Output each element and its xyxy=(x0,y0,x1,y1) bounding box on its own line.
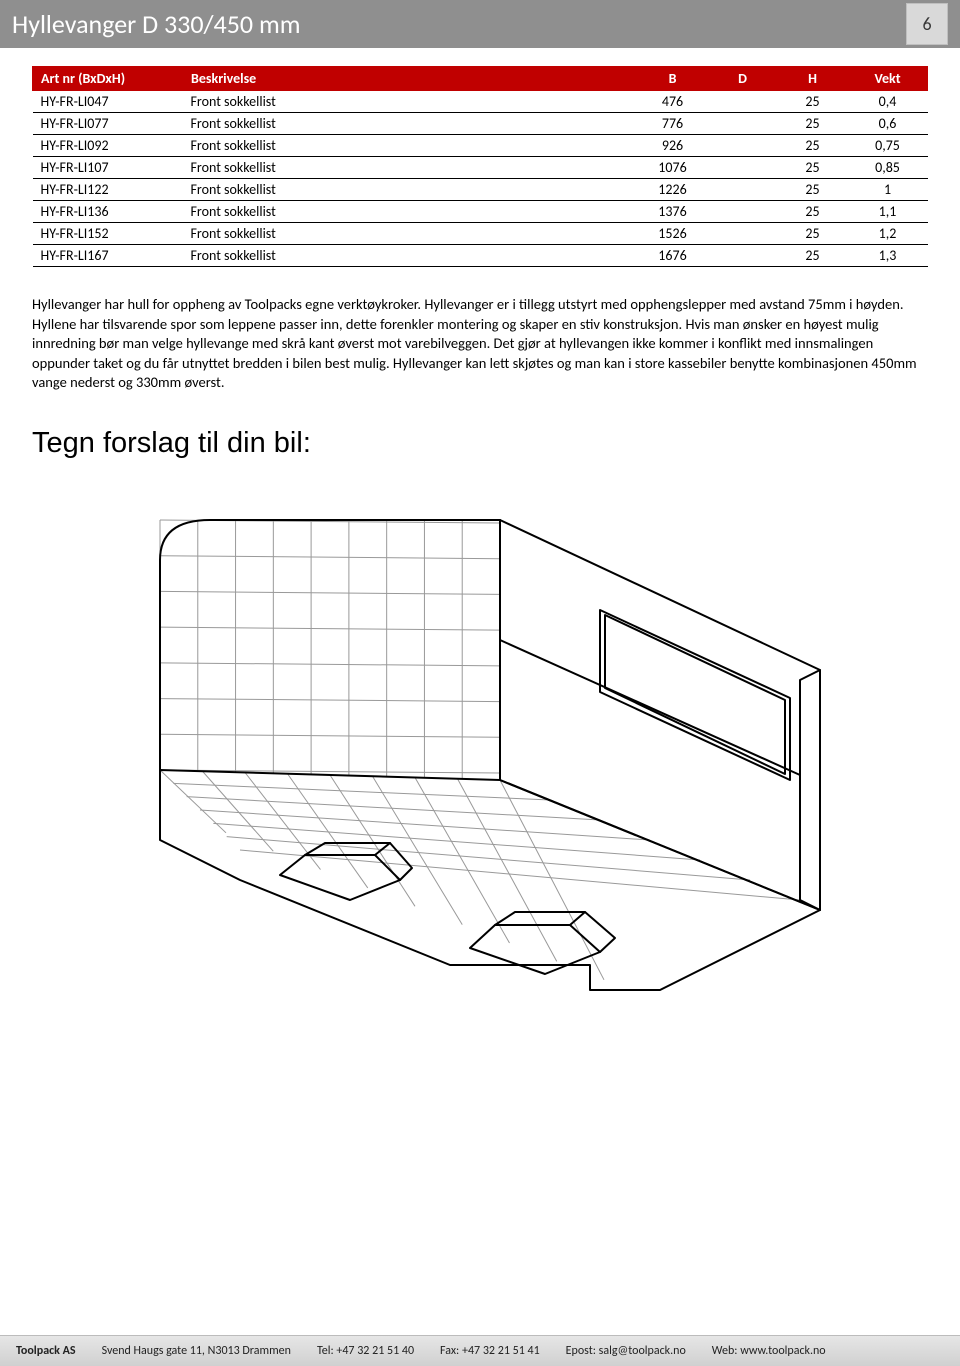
th-h: H xyxy=(778,67,848,91)
th-art: Art nr (BxDxH) xyxy=(33,67,183,91)
table-cell: 1,1 xyxy=(848,201,928,223)
table-cell xyxy=(708,245,778,267)
th-b: B xyxy=(638,67,708,91)
table-row: HY-FR-LI107Front sokkellist1076 250,85 xyxy=(33,157,928,179)
table-row: HY-FR-LI047Front sokkellist476 250,4 xyxy=(33,91,928,113)
th-v: Vekt xyxy=(848,67,928,91)
table-cell: Front sokkellist xyxy=(183,245,638,267)
footer-fax: +47 32 21 51 41 xyxy=(462,1344,540,1358)
header-bar: Hyllevanger D 330/450 mm 6 xyxy=(0,0,960,48)
table-cell: Front sokkellist xyxy=(183,201,638,223)
table-row: HY-FR-LI092Front sokkellist926 250,75 xyxy=(33,135,928,157)
table-cell: 1226 xyxy=(638,179,708,201)
table-cell: HY-FR-LI077 xyxy=(33,113,183,135)
table-cell: 25 xyxy=(778,245,848,267)
body-text: Hyllevanger har hull for oppheng av Tool… xyxy=(32,295,928,393)
table-cell: HY-FR-LI092 xyxy=(33,135,183,157)
table-row: HY-FR-LI152Front sokkellist1526 251,2 xyxy=(33,223,928,245)
van-interior-drawing-icon xyxy=(100,480,860,1000)
table-cell: 1,2 xyxy=(848,223,928,245)
table-cell: 0,85 xyxy=(848,157,928,179)
table-header-row: Art nr (BxDxH) Beskrivelse B D H Vekt xyxy=(33,67,928,91)
table-cell: Front sokkellist xyxy=(183,223,638,245)
page-title: Hyllevanger D 330/450 mm xyxy=(12,8,301,40)
footer: Toolpack AS Svend Haugs gate 11, N3013 D… xyxy=(0,1335,960,1366)
table-cell: 25 xyxy=(778,179,848,201)
table-cell: HY-FR-LI152 xyxy=(33,223,183,245)
table-row: HY-FR-LI136Front sokkellist1376 251,1 xyxy=(33,201,928,223)
table-cell: Front sokkellist xyxy=(183,91,638,113)
footer-company: Toolpack AS xyxy=(16,1344,76,1358)
table-cell xyxy=(708,113,778,135)
content-area: Art nr (BxDxH) Beskrivelse B D H Vekt HY… xyxy=(0,48,960,1000)
table-cell xyxy=(708,223,778,245)
table-cell: 1676 xyxy=(638,245,708,267)
table-cell: 25 xyxy=(778,201,848,223)
table-cell: 476 xyxy=(638,91,708,113)
footer-address: Svend Haugs gate 11, N3013 Drammen xyxy=(102,1344,291,1358)
footer-tel: +47 32 21 51 40 xyxy=(336,1344,414,1358)
table-cell: HY-FR-LI047 xyxy=(33,91,183,113)
footer-tel-label: Tel: xyxy=(317,1344,334,1358)
table-row: HY-FR-LI167Front sokkellist1676 251,3 xyxy=(33,245,928,267)
table-cell: HY-FR-LI167 xyxy=(33,245,183,267)
footer-web-label: Web: xyxy=(712,1344,738,1358)
table-row: HY-FR-LI122Front sokkellist1226 251 xyxy=(33,179,928,201)
footer-web: www.toolpack.no xyxy=(740,1344,825,1358)
table-cell xyxy=(708,179,778,201)
table-cell: Front sokkellist xyxy=(183,157,638,179)
page-number: 6 xyxy=(906,3,948,45)
table-cell: Front sokkellist xyxy=(183,113,638,135)
subheading: Tegn forslag til din bil: xyxy=(32,427,928,460)
th-d: D xyxy=(708,67,778,91)
table-cell: 1,3 xyxy=(848,245,928,267)
table-cell: 0,6 xyxy=(848,113,928,135)
table-cell xyxy=(708,91,778,113)
table-cell: Front sokkellist xyxy=(183,179,638,201)
table-cell: 25 xyxy=(778,113,848,135)
table-cell: 1 xyxy=(848,179,928,201)
th-desc: Beskrivelse xyxy=(183,67,638,91)
table-cell: 25 xyxy=(778,157,848,179)
table-cell: HY-FR-LI107 xyxy=(33,157,183,179)
drawing-container xyxy=(32,480,928,1000)
table-cell: 25 xyxy=(778,223,848,245)
table-cell: 25 xyxy=(778,91,848,113)
spec-table: Art nr (BxDxH) Beskrivelse B D H Vekt HY… xyxy=(32,66,928,267)
table-cell: 0,75 xyxy=(848,135,928,157)
table-cell: 926 xyxy=(638,135,708,157)
table-cell: HY-FR-LI136 xyxy=(33,201,183,223)
footer-email: salg@toolpack.no xyxy=(599,1344,686,1358)
table-cell xyxy=(708,157,778,179)
table-cell: 0,4 xyxy=(848,91,928,113)
footer-email-label: Epost: xyxy=(566,1344,596,1358)
footer-fax-label: Fax: xyxy=(440,1344,459,1358)
table-cell: 25 xyxy=(778,135,848,157)
table-cell xyxy=(708,201,778,223)
table-cell xyxy=(708,135,778,157)
table-cell: 1376 xyxy=(638,201,708,223)
table-cell: 1076 xyxy=(638,157,708,179)
table-row: HY-FR-LI077Front sokkellist776 250,6 xyxy=(33,113,928,135)
table-cell: 1526 xyxy=(638,223,708,245)
table-cell: Front sokkellist xyxy=(183,135,638,157)
table-cell: HY-FR-LI122 xyxy=(33,179,183,201)
table-cell: 776 xyxy=(638,113,708,135)
